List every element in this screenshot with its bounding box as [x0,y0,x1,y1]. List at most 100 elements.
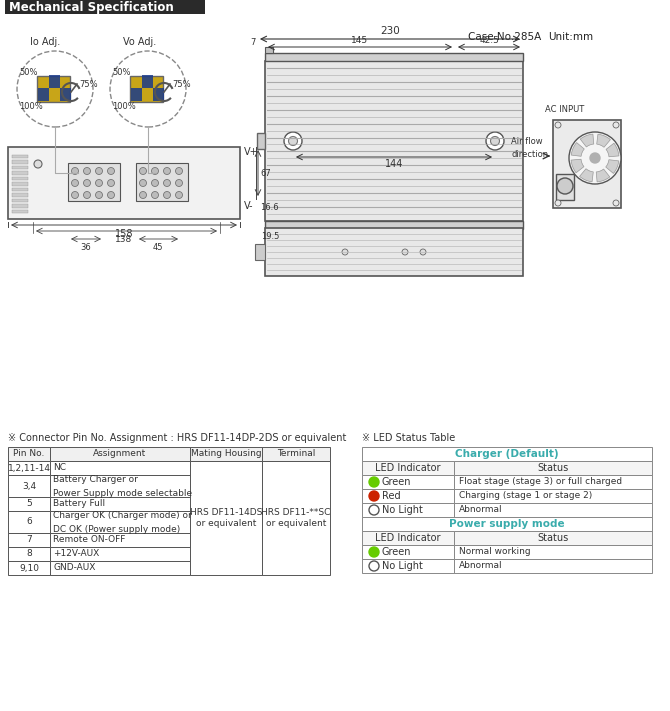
Bar [454,503,652,517]
Bar [265,221,523,229]
Bar [262,461,330,575]
Circle shape [289,137,297,146]
Bar [50,547,190,561]
Circle shape [139,191,147,198]
Bar [265,47,273,53]
Bar [454,475,652,489]
Bar [12,160,28,164]
Circle shape [163,191,170,198]
Circle shape [420,249,426,255]
Text: Pin No.: Pin No. [13,449,45,459]
Text: Green: Green [382,547,411,557]
Bar [262,447,330,461]
Circle shape [151,179,159,186]
Text: Power supply mode: Power supply mode [449,519,565,529]
Bar [190,461,262,575]
Bar [454,559,652,573]
Text: 75%: 75% [172,80,191,89]
Wedge shape [580,169,594,182]
Bar [8,533,50,547]
Circle shape [72,191,78,198]
Text: Mechanical Specification: Mechanical Specification [9,1,174,14]
Bar [60,88,71,101]
Bar [50,475,190,497]
Circle shape [84,191,90,198]
Bar [50,561,190,575]
Bar [362,531,454,545]
Bar [8,147,240,219]
Text: Status: Status [537,463,569,473]
Text: Air flow
direction: Air flow direction [511,137,548,159]
Text: Battery Full: Battery Full [53,500,105,508]
Text: +12V-AUX: +12V-AUX [53,550,99,559]
Bar [362,517,652,531]
Circle shape [613,200,619,206]
Text: Abnormal: Abnormal [459,506,502,515]
Bar [8,511,50,533]
Bar [50,447,190,461]
Bar [12,182,28,186]
Text: LED Indicator: LED Indicator [375,463,441,473]
Circle shape [139,179,147,186]
Bar [454,461,652,475]
Text: 3,4: 3,4 [22,481,36,491]
Bar [8,447,50,461]
Wedge shape [606,160,619,173]
Text: HRS DF11-**SC
or equivalent: HRS DF11-**SC or equivalent [261,508,331,528]
Wedge shape [572,143,584,156]
Circle shape [163,168,170,174]
Bar [12,176,28,180]
Bar [8,461,50,475]
Bar [265,61,523,221]
Bar [50,533,190,547]
Bar [50,497,190,511]
Circle shape [369,505,379,515]
Bar [362,503,454,517]
Circle shape [569,132,621,184]
Bar [12,188,28,191]
Text: 36: 36 [80,243,91,252]
Circle shape [96,179,103,186]
Text: Power Supply mode selectable: Power Supply mode selectable [53,488,192,498]
Circle shape [342,249,348,255]
Bar [362,475,454,489]
Text: Mating Housing: Mating Housing [191,449,261,459]
Bar [38,88,49,101]
Text: 50%: 50% [19,68,38,77]
Text: LED Indicator: LED Indicator [375,533,441,543]
Circle shape [613,122,619,128]
Text: 145: 145 [352,36,368,45]
Bar [257,133,265,149]
Bar [454,531,652,545]
Text: 8: 8 [26,550,32,559]
Wedge shape [597,134,610,147]
Text: No Light: No Light [382,561,423,571]
Bar [12,204,28,208]
Circle shape [84,179,90,186]
Text: Status: Status [537,533,569,543]
Text: 7: 7 [26,535,32,545]
Text: 6: 6 [26,518,32,527]
Circle shape [176,168,182,174]
Text: Charger (Default): Charger (Default) [455,449,559,459]
Circle shape [402,249,408,255]
Text: 19.5: 19.5 [261,232,279,241]
Text: Normal working: Normal working [459,547,531,557]
Bar [454,489,652,503]
Bar [50,461,190,475]
Text: V-: V- [244,201,253,211]
Text: No Light: No Light [382,505,423,515]
Bar [50,511,190,533]
Bar [130,76,163,102]
Bar [5,0,205,14]
Text: V+: V+ [244,147,259,157]
Bar [153,88,164,101]
Circle shape [590,153,600,163]
Circle shape [369,561,379,571]
Circle shape [555,200,561,206]
Bar [8,561,50,575]
Bar [131,88,142,101]
Circle shape [72,179,78,186]
Circle shape [163,179,170,186]
Text: 75%: 75% [79,80,98,89]
